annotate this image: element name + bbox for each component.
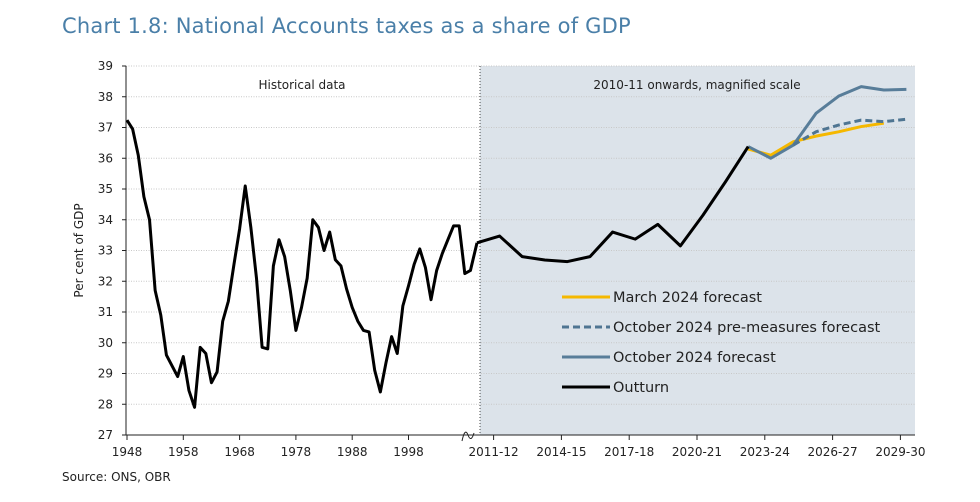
x-tick-label: 1998: [393, 445, 424, 459]
x-tick-label: 2026-27: [808, 445, 858, 459]
y-tick-label: 30: [98, 336, 113, 350]
x-tick-label: 2020-21: [672, 445, 722, 459]
series-line-0: [747, 121, 885, 157]
legend-label: October 2024 pre-measures forecast: [613, 320, 881, 336]
x-tick-label: 2014-15: [536, 445, 586, 459]
series-outturn-historical-line: [125, 119, 479, 409]
y-tick-label: 37: [98, 121, 113, 135]
x-tick-label: 1948: [112, 445, 143, 459]
series-line-2: [747, 85, 907, 160]
y-tick-label: 33: [98, 244, 113, 258]
series-line-1: [792, 117, 907, 147]
y-tick-label: 29: [98, 367, 113, 381]
y-tick-label: 36: [98, 151, 113, 165]
legend-label: March 2024 forecast: [613, 290, 762, 306]
y-tick-label: 27: [98, 428, 113, 442]
chart-title: Chart 1.8: National Accounts taxes as a …: [62, 14, 631, 38]
y-tick-label: 35: [98, 182, 113, 196]
y-tick-label: 31: [98, 305, 113, 319]
y-tick-label: 34: [98, 213, 113, 227]
x-tick-label: 2023-24: [740, 445, 790, 459]
magnified-panel-background: [480, 66, 915, 435]
legend-label: Outturn: [613, 380, 669, 396]
y-tick-label: 39: [98, 59, 113, 73]
historical-panel-label: Historical data: [258, 78, 345, 92]
axis-break-icon: [461, 431, 475, 442]
y-axis-label: Per cent of GDP: [72, 203, 86, 297]
y-tick-label: 32: [98, 274, 113, 288]
series-line-3: [476, 145, 750, 264]
legend-label: October 2024 forecast: [613, 350, 776, 366]
x-tick-label: 1978: [281, 445, 312, 459]
y-tick-label: 38: [98, 90, 113, 104]
x-tick-label: 1968: [224, 445, 255, 459]
x-tick-label: 2011-12: [469, 445, 519, 459]
source-note: Source: ONS, OBR: [62, 470, 171, 484]
magnified-panel-label: 2010-11 onwards, magnified scale: [593, 78, 800, 92]
x-tick-label: 2029-30: [875, 445, 925, 459]
x-tick-label: 1988: [337, 445, 368, 459]
x-tick-label: 2017-18: [604, 445, 654, 459]
x-tick-label: 1958: [168, 445, 199, 459]
y-tick-label: 28: [98, 397, 113, 411]
